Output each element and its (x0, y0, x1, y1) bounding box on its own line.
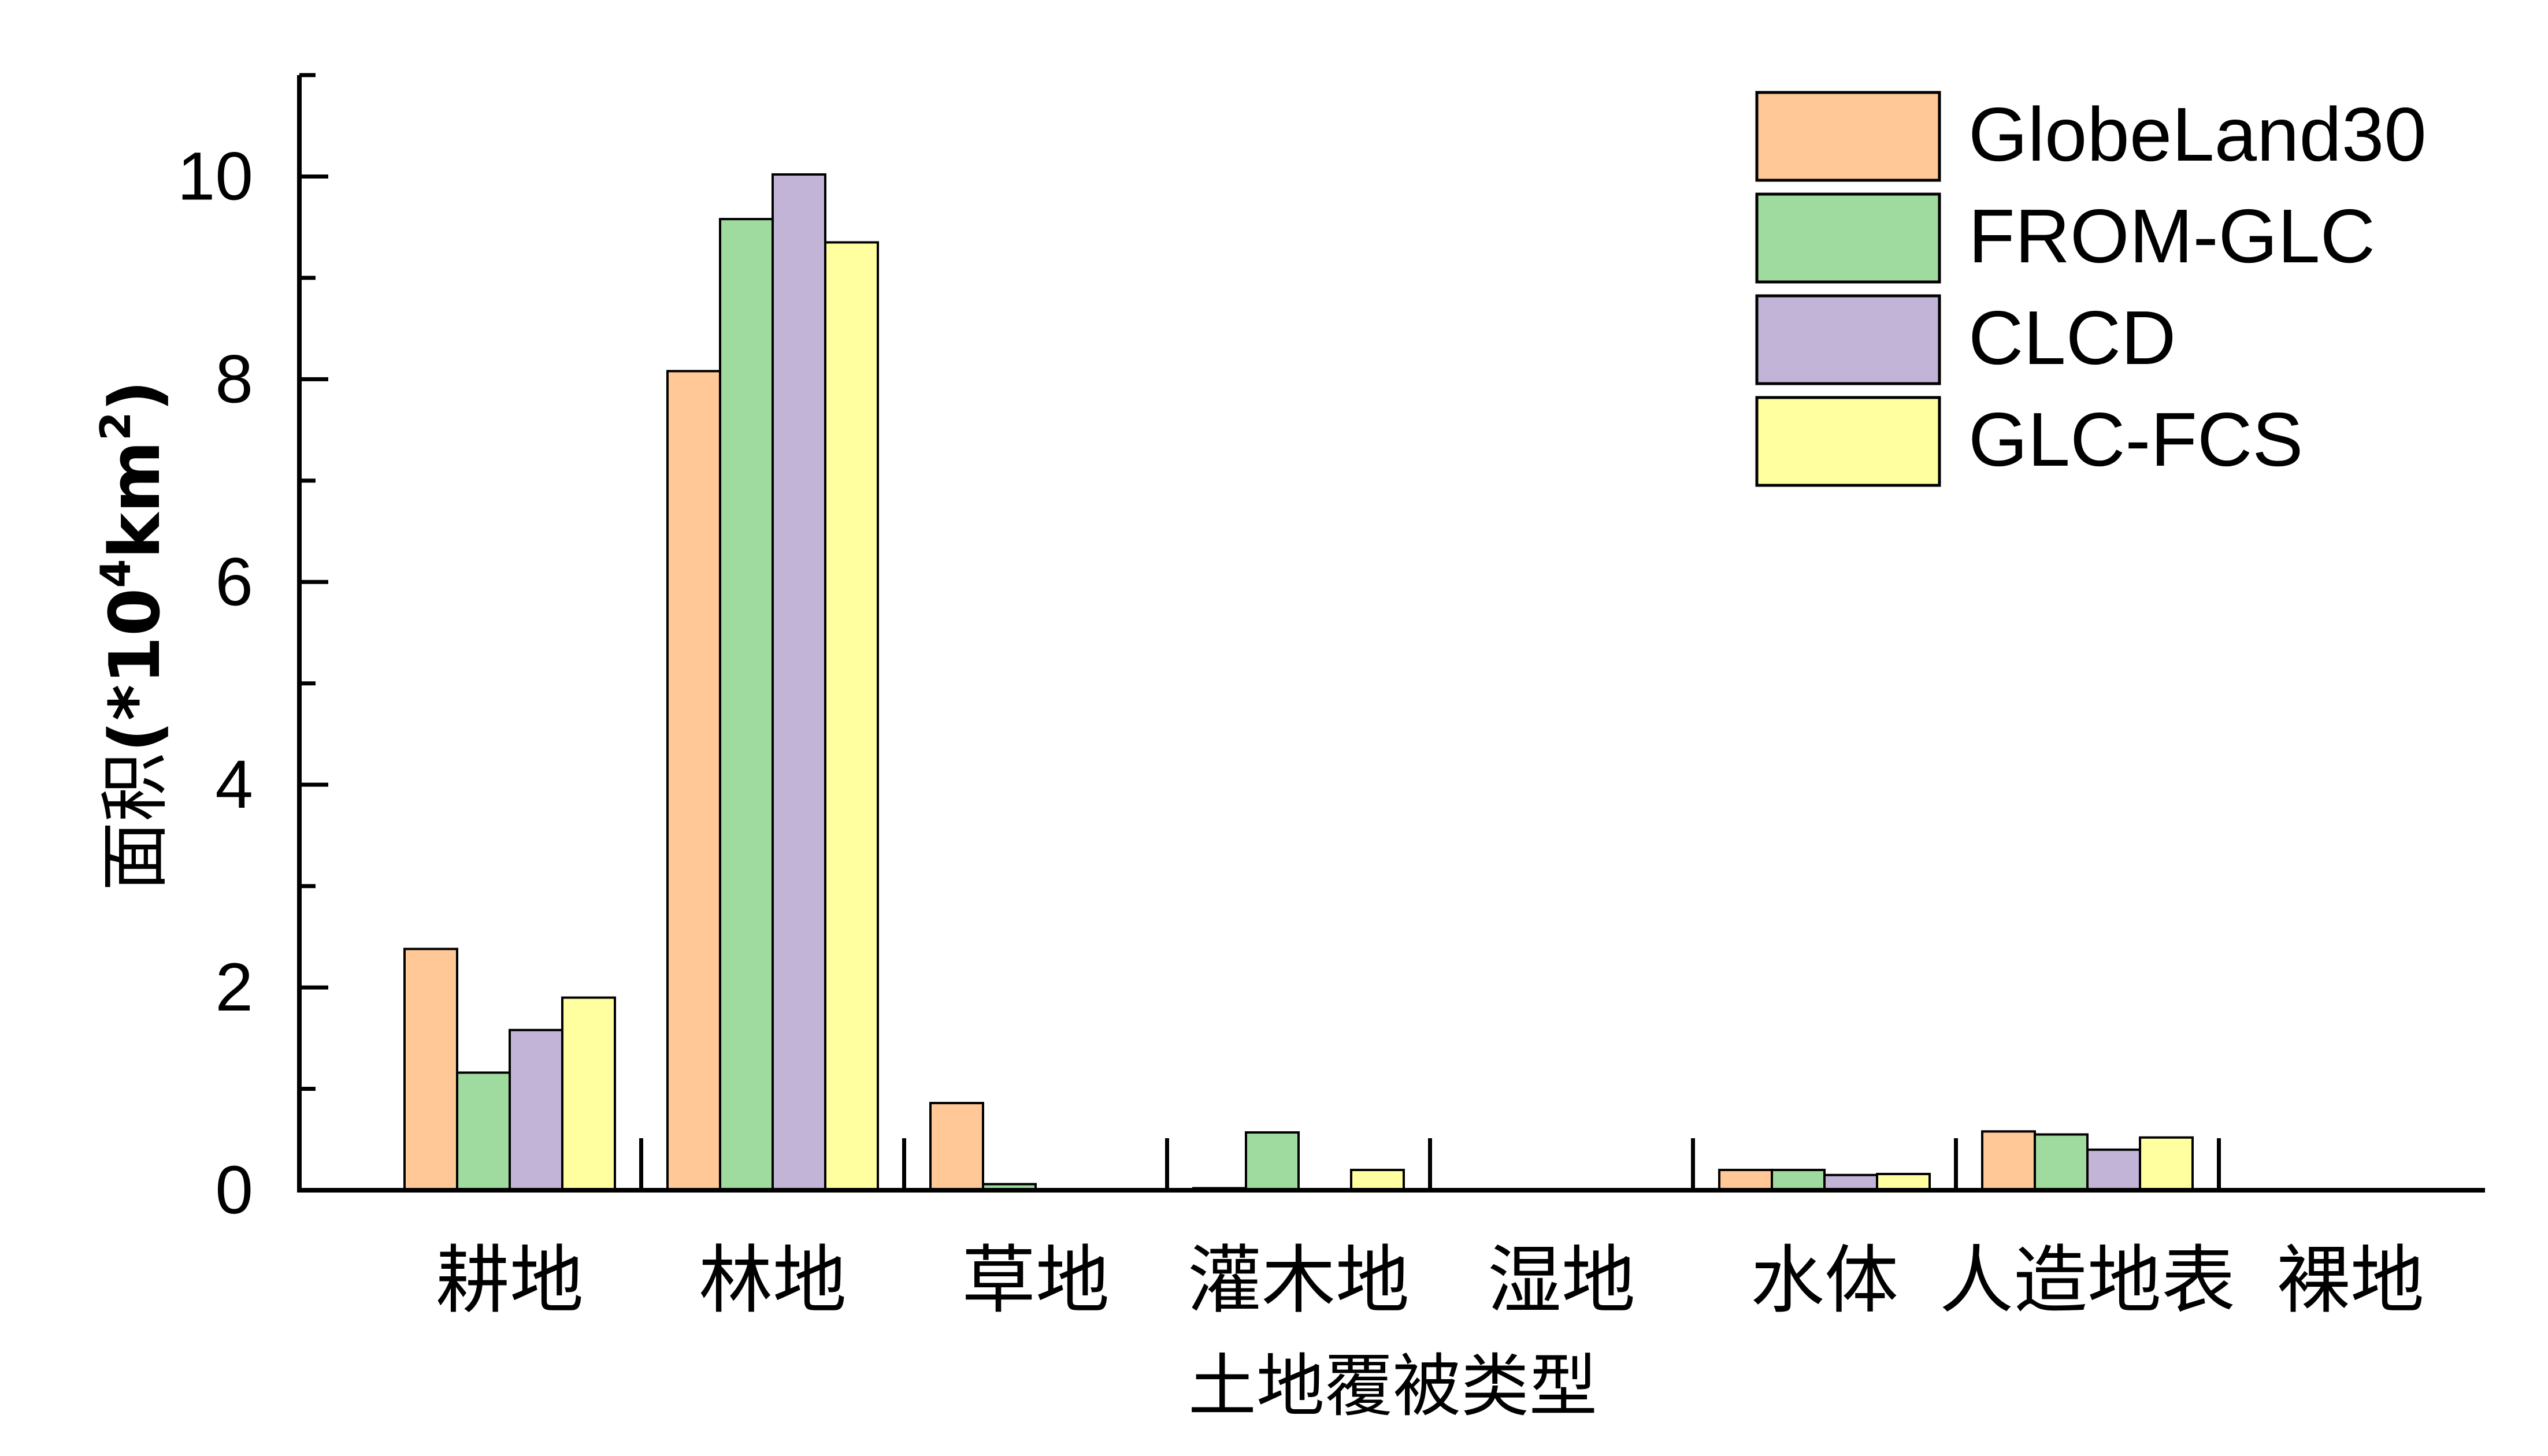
y-axis-title-unit-exp2: 2 (91, 412, 140, 441)
y-axis-title-unit-prefix: (*10 (95, 588, 176, 753)
x-tick-label: 灌木地 (1188, 1238, 1410, 1324)
legend-label-3: CLCD (1968, 295, 2176, 380)
bar-3-1 (509, 1028, 563, 1192)
legend: GlobeLand30 FROM-GLC CLCD GLC-FCS (1755, 91, 2427, 487)
bar-2-7 (2034, 1133, 2089, 1191)
legend-swatch-1 (1755, 91, 1941, 182)
bar-4-1 (561, 996, 616, 1191)
legend-label-1: GlobeLand30 (1968, 92, 2427, 177)
y-tick-label: 10 (177, 138, 253, 214)
bar-1-6 (1718, 1168, 1773, 1191)
bar-4-2 (824, 241, 879, 1191)
bar-1-1 (403, 948, 458, 1192)
y-tick-label: 8 (215, 341, 253, 417)
bars-layer (403, 173, 2194, 1192)
legend-swatch-3 (1755, 294, 1941, 385)
x-tick-label: 湿地 (1488, 1238, 1635, 1324)
x-tick-label: 耕地 (436, 1238, 584, 1324)
x-tick-label: 水体 (1750, 1238, 1898, 1324)
bar-3-7 (2086, 1148, 2141, 1192)
y-tick-label: 2 (215, 949, 253, 1026)
x-axis-title: 土地覆被类型 (1188, 1346, 1597, 1426)
bar-2-6 (1771, 1168, 1826, 1191)
x-tick-label: 草地 (962, 1238, 1110, 1324)
y-axis-title-unit-exp1: 4 (91, 559, 140, 588)
bar-1-2 (666, 370, 721, 1191)
y-axis-title-unit-suffix: ) (95, 380, 176, 412)
bar-2-4 (1245, 1131, 1300, 1192)
y-tick-label: 6 (215, 544, 253, 620)
y-axis-title-main: 面积 (95, 752, 176, 891)
legend-swatch-4 (1755, 396, 1941, 487)
axes-layer: 0 2 4 6 8 10 耕地 林地 草地 灌木地 湿地 水体 人造地表 裸地 (177, 73, 2485, 1324)
y-axis-title: 面积(*104km2) (91, 380, 176, 892)
bar-2-1 (456, 1071, 511, 1192)
y-tick-label: 4 (215, 746, 253, 823)
bar-4-6 (1876, 1172, 1931, 1191)
bar-3-2 (772, 173, 826, 1192)
x-tick-label: 裸地 (2276, 1238, 2424, 1324)
legend-label-4: GLC-FCS (1968, 397, 2303, 482)
bar-1-7 (1981, 1130, 2036, 1191)
legend-swatch-2 (1755, 192, 1941, 284)
bar-4-4 (1350, 1168, 1405, 1191)
legend-label-2: FROM-GLC (1968, 194, 2375, 278)
bar-4-7 (2139, 1136, 2194, 1192)
x-tick-label: 林地 (699, 1238, 847, 1324)
y-tick-label: 0 (215, 1152, 253, 1228)
y-axis-title-unit-mid: km (95, 441, 176, 559)
bar-2-2 (719, 218, 774, 1191)
bar-1-3 (929, 1102, 984, 1192)
x-tick-label: 人造地表 (1939, 1238, 2235, 1324)
